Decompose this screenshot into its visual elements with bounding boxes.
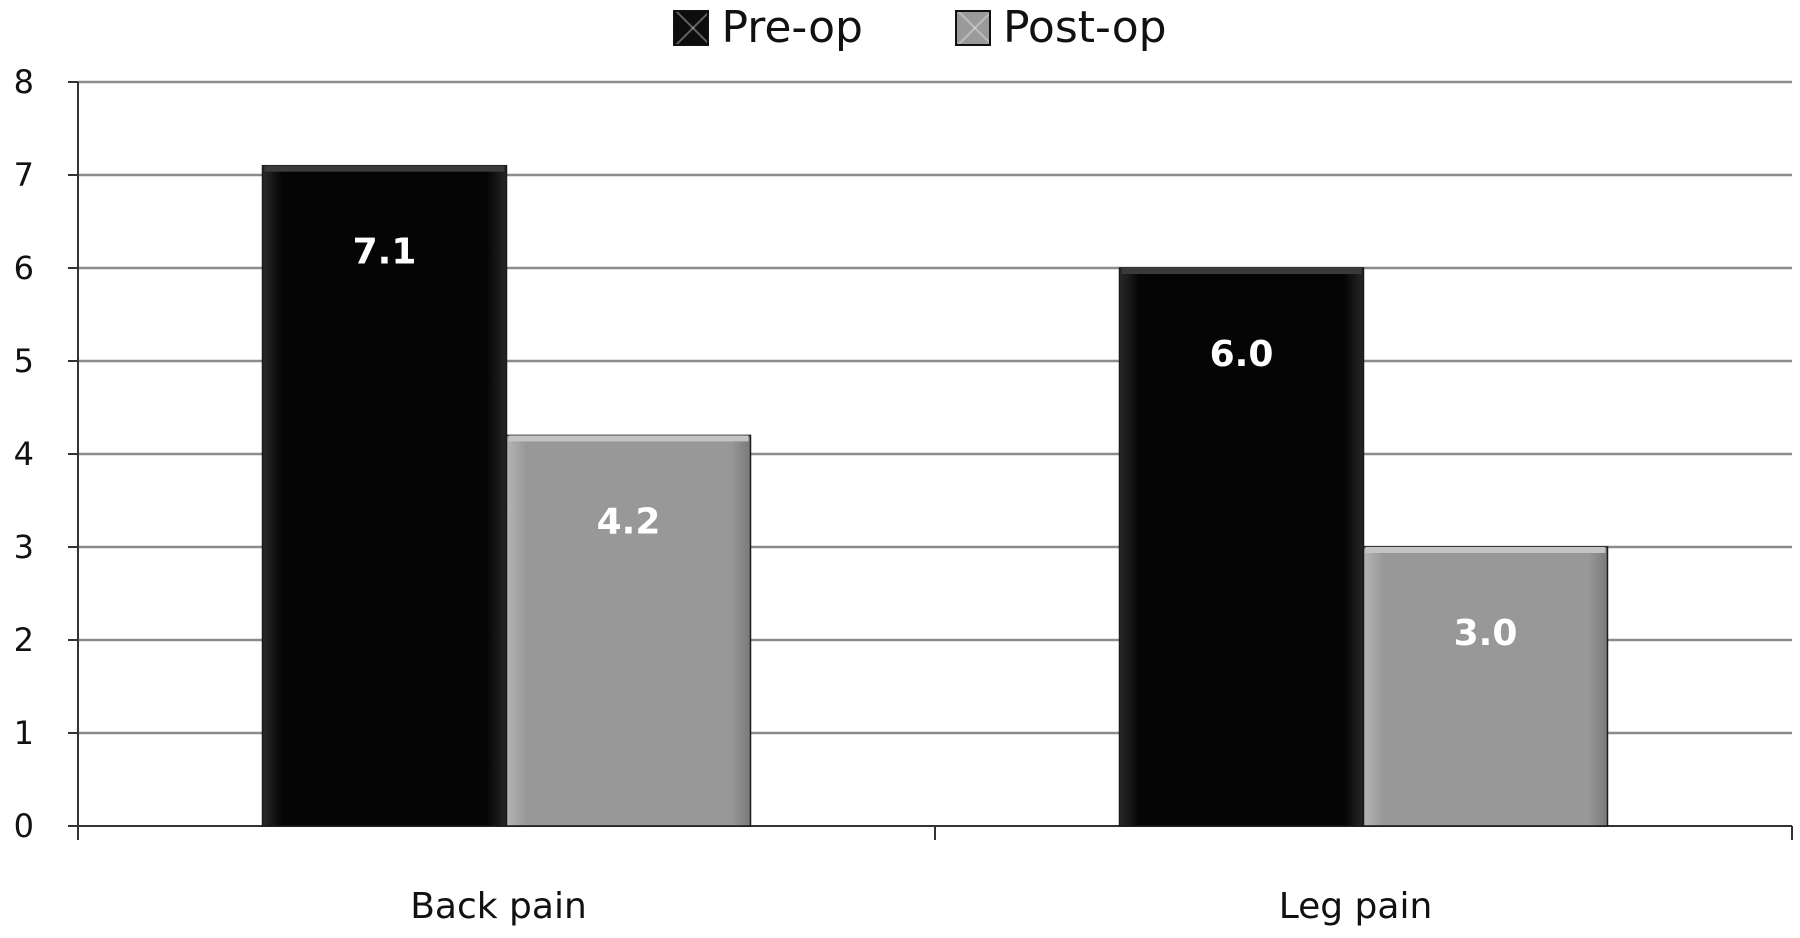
x-category-label: Leg pain xyxy=(1279,886,1433,927)
y-tick-label: 2 xyxy=(14,621,34,659)
y-tick-label: 3 xyxy=(14,528,34,566)
y-tick-label: 7 xyxy=(14,156,34,194)
bar-highlight xyxy=(264,165,505,172)
bar-highlight xyxy=(1365,547,1606,553)
bar-data-label: 4.2 xyxy=(597,501,661,542)
bar-post-op-back-pain xyxy=(505,434,752,827)
bar-post-op-leg-pain xyxy=(1362,546,1609,827)
legend-label-pre-op: Pre-op xyxy=(721,2,863,53)
legend-swatch-pre-op xyxy=(673,10,710,46)
bar-pre-op-back-pain xyxy=(261,164,508,827)
y-tick-label: 6 xyxy=(14,249,34,287)
legend-item-pre-op: Pre-op xyxy=(673,6,863,50)
y-tick-label: 1 xyxy=(14,714,34,752)
labels: 0 1 2 3 4 5 6 7 8 7.1 4.2 Back pain 6.0 3.0 Leg pain xyxy=(14,63,1518,927)
y-tick-label: 8 xyxy=(14,63,34,101)
x-category-label: Back pain xyxy=(410,886,587,927)
bar-data-label: 3.0 xyxy=(1454,613,1518,654)
chart-legend: Pre-op Post-op xyxy=(0,6,1800,50)
bar-highlight xyxy=(508,435,749,442)
bar-data-label: 7.1 xyxy=(353,232,417,273)
legend-item-post-op: Post-op xyxy=(954,2,1167,53)
bar-data-label: 6.0 xyxy=(1210,334,1274,375)
y-tick-label: 4 xyxy=(14,435,34,473)
y-tick-label: 5 xyxy=(14,342,34,380)
bar-highlight xyxy=(1121,268,1362,274)
legend-swatch-post-op xyxy=(954,10,991,46)
legend-label-post-op: Post-op xyxy=(1002,2,1167,53)
y-tick-label: 0 xyxy=(14,807,34,845)
bars xyxy=(261,164,1609,827)
